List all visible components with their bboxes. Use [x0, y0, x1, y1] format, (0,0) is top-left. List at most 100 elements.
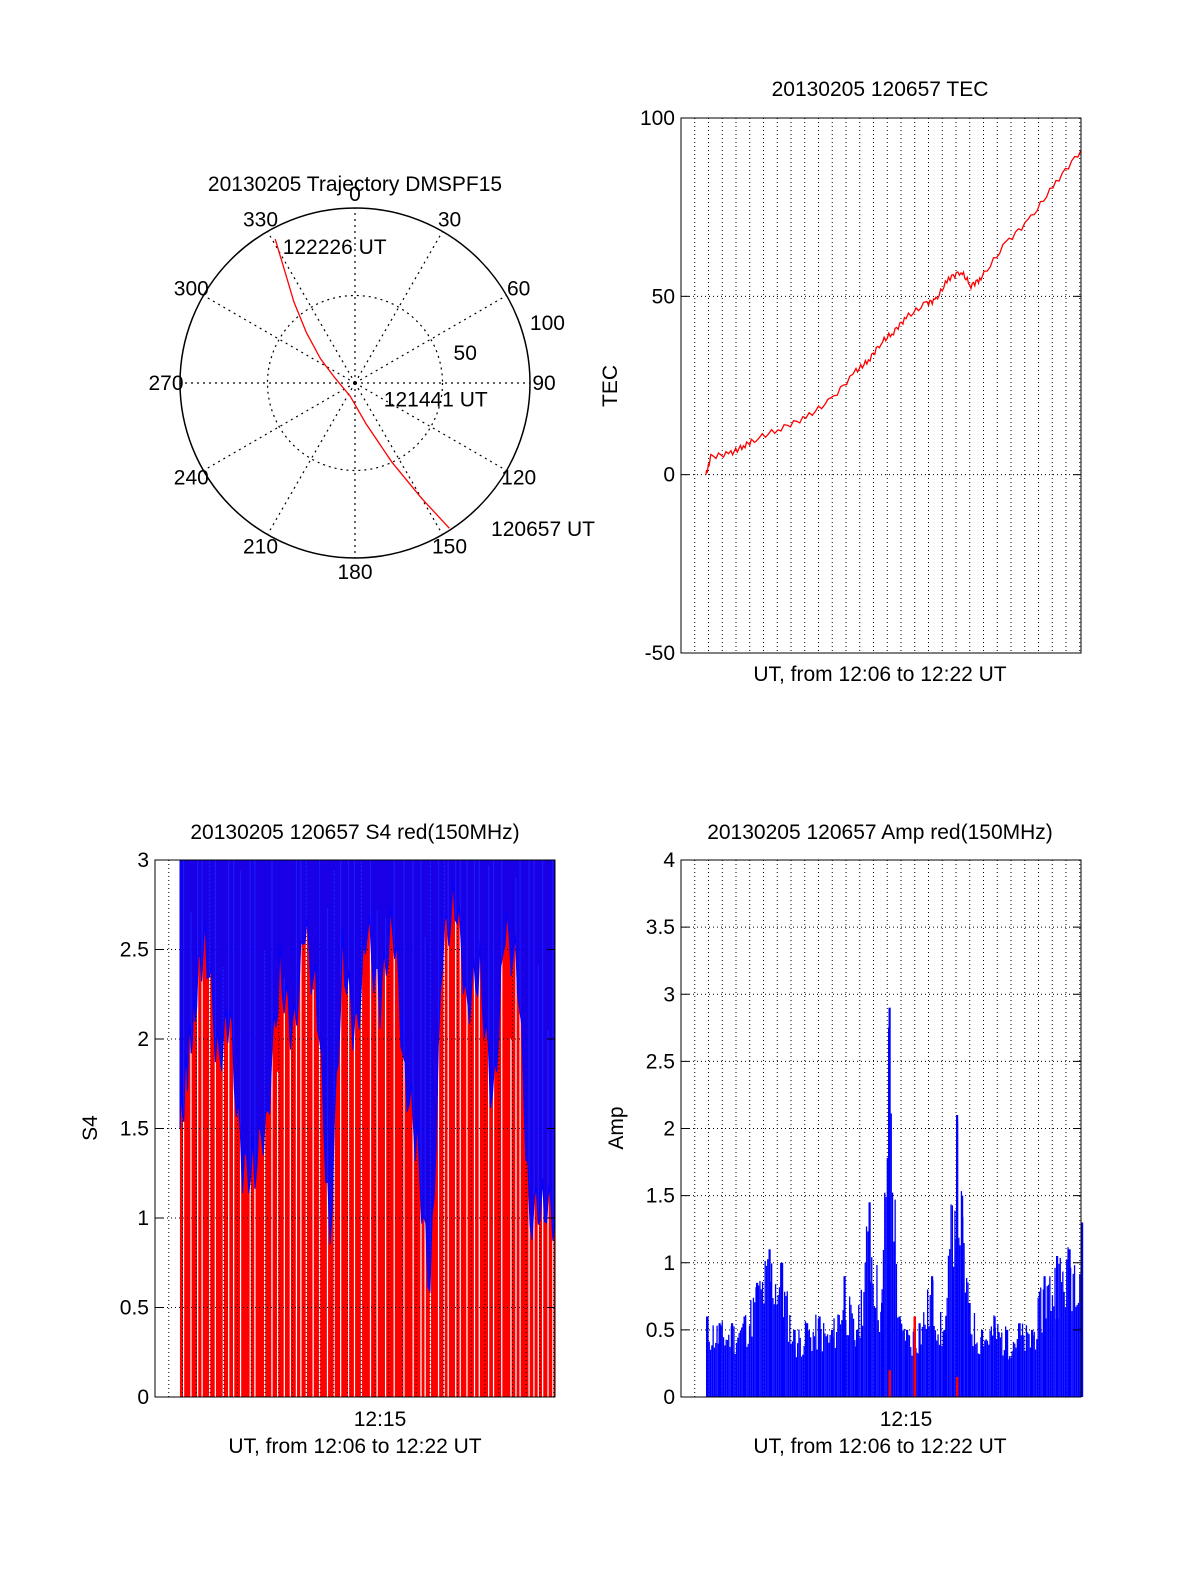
amp-blue-bar: [721, 1321, 723, 1397]
amp-blue-bar: [886, 1157, 888, 1397]
amp-blue-bar: [1024, 1350, 1026, 1397]
amp-blue-bar: [1062, 1271, 1064, 1397]
amp-blue-bar: [897, 1317, 899, 1397]
amp-blue-bar: [910, 1347, 912, 1397]
amp-blue-bar: [1007, 1359, 1009, 1397]
s4-red-gap: [393, 860, 395, 1397]
amp-blue-peak: [888, 1007, 891, 1397]
amp-blue-bar: [880, 1311, 882, 1397]
amp-blue-bar: [1029, 1347, 1031, 1397]
amp-blue-bar: [1014, 1343, 1016, 1397]
amp-blue-bar: [998, 1332, 1000, 1397]
amp-blue-bar: [803, 1345, 805, 1397]
amp-blue-bar: [812, 1331, 814, 1397]
s4-blue-series: [179, 859, 556, 1293]
s4-red-gap: [340, 860, 342, 1397]
amp-blue-bar: [751, 1336, 753, 1397]
amp-blue-bar: [1025, 1325, 1028, 1397]
tec-y-tick-label: 0: [663, 464, 675, 487]
polar-angle-label: 180: [337, 561, 372, 584]
amp-blue-peak: [906, 1329, 909, 1397]
amp-blue-bar: [1020, 1335, 1022, 1397]
amp-blue-bar: [849, 1296, 851, 1397]
amp-blue-bar: [1038, 1291, 1041, 1397]
amp-blue-bar: [778, 1287, 781, 1397]
amp-blue-bar: [958, 1237, 960, 1397]
amp-blue-bar: [811, 1351, 813, 1397]
amp-blue-bar: [763, 1303, 765, 1397]
amp-blue-bar: [852, 1318, 855, 1397]
amp-blue-bar: [773, 1304, 775, 1397]
s4-red-gap: [264, 950, 266, 1397]
trajectory-annotation: 120657 UT: [491, 518, 595, 541]
s4-red-gap: [228, 860, 230, 1397]
amp-blue-bar: [1077, 1302, 1080, 1397]
amp-blue-bar: [767, 1259, 769, 1397]
s4-red-gap: [547, 1029, 549, 1397]
s4-red-gap: [515, 877, 517, 1397]
polar-angle-label: 150: [432, 536, 467, 559]
amp-blue-peak: [918, 1323, 921, 1397]
amp-blue-bar: [985, 1339, 987, 1397]
amp-blue-bar: [966, 1278, 968, 1397]
amp-blue-bar: [903, 1328, 905, 1397]
s4-red-gap: [466, 860, 468, 1397]
amp-blue-bar: [750, 1300, 752, 1397]
amp-blue-bar: [1010, 1357, 1012, 1397]
amp-blue-bar: [722, 1337, 725, 1397]
amp-blue-bar: [1076, 1304, 1078, 1397]
amp-title: 20130205 120657 Amp red(150MHz): [707, 821, 1053, 844]
tec-grid: [681, 118, 1081, 653]
amp-blue-bar: [851, 1313, 853, 1397]
amp-blue-bar: [995, 1338, 998, 1397]
amp-blue-peak: [843, 1276, 846, 1397]
polar-radius-label: 100: [530, 312, 565, 335]
amp-blue-bar: [846, 1335, 848, 1397]
s4-x-tick-label: 12:15: [354, 1408, 407, 1431]
amp-blue-bar: [808, 1329, 810, 1397]
s4-red-gap: [277, 1071, 279, 1397]
amp-blue-bar: [715, 1343, 717, 1397]
s4-red-gap: [283, 977, 285, 1397]
amp-blue-bar: [1034, 1349, 1037, 1397]
amp-blue-bar: [916, 1352, 918, 1397]
amp-blue-peak: [981, 1329, 984, 1397]
amp-blue-bar: [977, 1353, 979, 1397]
amp-blue-bar: [842, 1310, 844, 1397]
amp-blue-bar: [908, 1335, 911, 1397]
amp-blue-bar: [1001, 1332, 1003, 1397]
amp-blue-bar: [1023, 1335, 1025, 1397]
amp-blue-peak: [1018, 1323, 1021, 1397]
amp-x-axis-label: UT, from 12:06 to 12:22 UT: [753, 1435, 1006, 1458]
polar-spoke: [354, 382, 444, 535]
s4-red-gap: [233, 860, 235, 1397]
trajectory-annotations: 122226 UT 121441 UT 120657 UT: [283, 236, 595, 541]
s4-panel: 20130205 120657 S4 red(150MHz) 0 0.5 1 1.5 2…: [79, 821, 556, 1458]
amp-blue-peak: [993, 1316, 996, 1397]
amp-blue-peak: [743, 1316, 746, 1397]
amp-blue-bar: [847, 1335, 849, 1397]
polar-spoke: [354, 382, 507, 472]
amp-blue-bar: [804, 1321, 807, 1397]
amp-blue-bar: [1005, 1326, 1007, 1397]
amp-blue-bar: [733, 1326, 735, 1397]
s4-red-gap: [473, 860, 476, 1397]
amp-blue-bar: [797, 1343, 799, 1397]
amp-blue-peak: [1031, 1329, 1034, 1397]
amp-blue-bar: [720, 1325, 722, 1397]
amp-y-tick-label: 1.5: [646, 1185, 675, 1208]
s4-red-gap: [312, 989, 314, 1397]
amp-blue-bar: [941, 1345, 943, 1397]
amp-blue-bar: [829, 1334, 831, 1397]
amp-blue-bar: [758, 1285, 760, 1397]
amp-blue-bar: [833, 1318, 835, 1397]
s4-y-tick-label: 3: [137, 849, 149, 872]
amp-blue-peak: [968, 1303, 971, 1397]
amp-blue-bar: [1008, 1356, 1011, 1397]
amp-blue-bar: [871, 1257, 873, 1397]
amp-blue-bar: [837, 1314, 839, 1397]
s4-red-gap: [437, 860, 440, 1397]
amp-blue-bar: [929, 1295, 931, 1397]
amp-blue-peak: [898, 1316, 901, 1397]
amp-blue-bar: [1045, 1318, 1047, 1397]
